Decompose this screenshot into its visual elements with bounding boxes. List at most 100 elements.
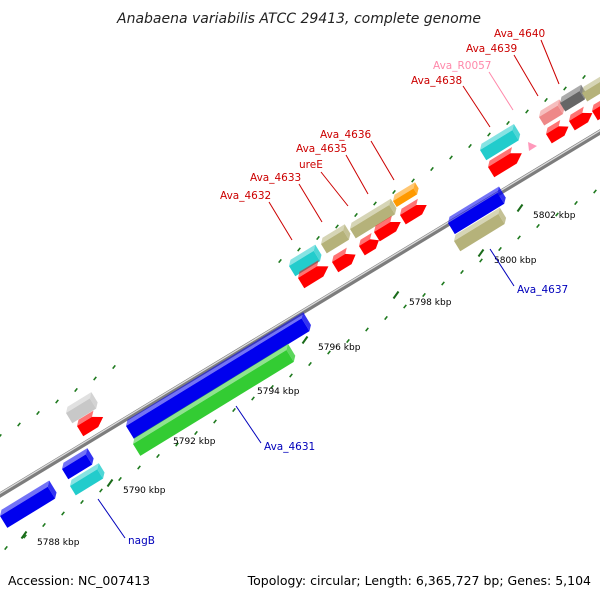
blue-block-small: [62, 448, 94, 480]
tick-row-inner-mark: [593, 189, 597, 194]
blue-block-small-top: [62, 448, 88, 469]
ava-4631-block-top: [133, 343, 288, 444]
ure-block-side: [389, 198, 397, 215]
tick-row-inner-mark: [194, 430, 198, 436]
cds-arrow-1-top: [77, 410, 94, 426]
tick-row-outer-lower-mark: [17, 422, 21, 427]
cds-arrow-8-top: [546, 120, 561, 134]
ava-4636-block-top: [393, 182, 415, 201]
ava-4638-block: [480, 123, 521, 161]
gene-labels: Ava_4640 Ava_4639 Ava_R0057 Ava_4638 Ava_463…: [97, 28, 568, 547]
ava-4632-block: [289, 244, 322, 277]
tick-row-inner-mark: [4, 545, 8, 551]
tick-row-inner-mark: [479, 258, 483, 263]
tick-row-inner-mark: [213, 419, 217, 424]
tick-row-inner-mark: [365, 327, 369, 332]
ava-4632-label: Ava_4632: [220, 190, 271, 202]
ava-4640-leader-line: [540, 39, 560, 85]
tick-row-outer-upper-mark: [487, 132, 491, 137]
accession-text: Accession: NC_007413: [8, 573, 151, 588]
cds-arrow-10: [592, 98, 600, 121]
tick-row-inner-mark: [270, 384, 274, 390]
tick-row-inner-mark: [251, 396, 255, 401]
tick-row-inner-mark: [498, 246, 502, 252]
ava-4636-block-side: [413, 182, 419, 195]
kbp-tick-label: 5788 kbp: [37, 538, 80, 548]
tick-row-inner-mark: [42, 522, 46, 528]
major-tick: [477, 248, 485, 258]
gray-block: [66, 392, 98, 424]
ava-4640-label: Ava_4640: [494, 28, 545, 40]
cds-arrow-8-body: [546, 126, 569, 144]
blue-block-left-body: [0, 486, 56, 528]
nagb-leader-line: [97, 498, 126, 539]
ava-4637-block-side: [498, 207, 507, 225]
ure-block-top: [350, 198, 391, 229]
gray-block-side: [89, 392, 98, 409]
tick-row-outer-upper-mark: [316, 235, 320, 241]
ava-4638-block-side: [512, 123, 521, 141]
ava-4638-label: Ava_4638: [411, 75, 462, 87]
ava-4637-label: Ava_4637: [517, 284, 568, 296]
ava-4639-block-side: [557, 99, 565, 115]
cds-arrow-5-body: [374, 221, 401, 242]
ava-4638-block-body: [480, 130, 519, 161]
cds-arrow-2-top: [298, 260, 319, 278]
ava-4639-block-top: [539, 99, 560, 117]
tick-row-inner-mark: [327, 350, 331, 355]
blue-block-long-top: [126, 312, 304, 426]
cds-arrow-3: [332, 247, 356, 273]
rna-arrow: [528, 142, 537, 151]
ava-4635-leader-line: [345, 154, 369, 195]
ava-4633-leader-line: [298, 183, 323, 223]
ava-4637-blue-block-body: [448, 192, 505, 235]
ava-4632-block-top: [289, 244, 316, 266]
ava-4637-blue-block-top: [448, 186, 499, 223]
tick-row-inner-mark: [460, 269, 464, 275]
cds-arrow-9-body: [569, 112, 593, 131]
tick-row-outer-upper-mark: [468, 143, 472, 149]
backbone-highlight: [0, 129, 600, 495]
tick-row-inner-mark: [156, 453, 160, 459]
kbp-tick-label: 5794 kbp: [257, 387, 300, 397]
blue-block-left-top: [0, 480, 50, 516]
tick-row-inner-mark: [175, 442, 179, 447]
kbp-tick-label: 5792 kbp: [173, 437, 216, 447]
tick-row-outer-upper-mark: [354, 212, 358, 218]
ava-4631-leader-line: [235, 405, 262, 444]
cds-arrow-9: [569, 106, 593, 131]
nagb-block-body: [70, 469, 104, 496]
cds-arrow-5-top: [374, 215, 392, 232]
tick-row-outer-upper-mark: [544, 97, 548, 103]
tick-row-outer-upper-mark: [392, 189, 396, 195]
major-tick: [106, 478, 114, 488]
nagb-block-top: [70, 463, 99, 486]
kbp-tick-label: 5798 kbp: [409, 298, 452, 308]
blue-block-small-body: [62, 454, 93, 480]
gray-block-top: [66, 392, 92, 413]
cds-arrow-2: [298, 260, 329, 289]
uree-label: ureE: [299, 159, 323, 171]
ava-4635-label: Ava_4635: [296, 143, 347, 155]
tick-row-inner-mark: [61, 511, 65, 516]
tick-row-outer-upper-mark: [563, 86, 567, 91]
cds-arrow-3-body: [332, 253, 356, 273]
tick-row-inner-mark: [403, 304, 407, 309]
ava-4639-leader-line: [513, 54, 539, 97]
ava-4631-block: [133, 343, 296, 456]
backbone: [0, 129, 600, 498]
tick-row-outer-upper-mark: [373, 201, 377, 206]
ava-4640-block-top: [560, 84, 582, 103]
blue-block-small-side: [85, 448, 94, 465]
tick-row-outer-lower-mark: [93, 376, 97, 381]
tick-row-outer-upper-mark: [430, 166, 434, 172]
tick-row-outer-lower-mark: [0, 433, 2, 438]
ava-4636-block: [393, 182, 419, 207]
tick-row-inner-mark: [555, 212, 559, 217]
ure-block-body: [350, 204, 395, 239]
ava-4637-leader-line: [489, 248, 515, 287]
ava-4640-block-body: [560, 90, 585, 112]
nagb-label: nagB: [128, 535, 155, 547]
